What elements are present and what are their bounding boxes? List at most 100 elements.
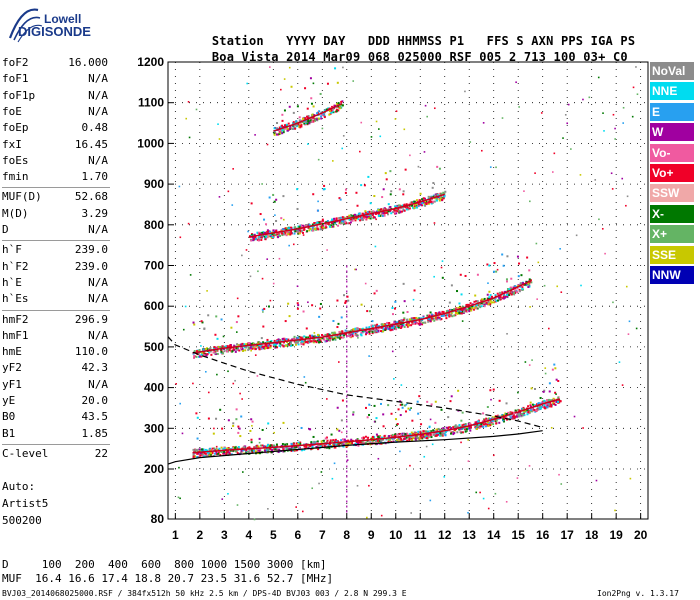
param-name: hmF1 [2,328,29,342]
echo-point [388,322,391,325]
echo-point [284,443,287,446]
echo-point [257,342,260,345]
noise-point [261,277,264,280]
echo-point [334,334,337,337]
version-label: Ion2Png v. 1.3.17 [597,589,679,598]
echo-point [436,165,439,168]
echo-point [328,113,331,116]
echo-point [427,318,430,321]
echo-point [344,329,347,332]
echo-point [338,217,341,220]
echo-point [320,440,323,443]
echo-point [397,326,400,329]
echo-point [466,426,469,429]
echo-point [311,335,314,338]
echo-point [225,350,228,353]
echo-point [520,415,523,418]
echo-point [445,426,448,429]
echo-point [430,436,433,439]
echo-point [352,413,355,416]
noise-point [441,260,444,262]
noise-point [612,113,615,116]
echo-point [512,414,515,417]
noise-point [227,493,229,495]
echo-point [530,408,533,411]
echo-point [262,325,265,328]
echo-point [257,239,260,242]
echo-point [360,216,363,219]
echo-point [295,229,298,232]
echo-point [292,124,295,127]
echo-point [304,117,307,120]
echo-point [288,343,291,346]
echo-point [349,442,352,445]
echo-point [393,321,396,324]
echo-point [203,327,206,330]
param-row: h`F 239.0 [2,243,108,259]
echo-point [234,350,237,353]
noise-point [245,249,248,251]
echo-point [317,209,320,212]
echo-point [318,341,321,344]
echo-point [196,416,199,419]
echo-point [354,218,357,221]
echo-point [310,118,313,121]
echo-point [359,333,362,336]
noise-point [303,376,306,378]
echo-point [509,292,512,295]
echo-point [380,439,383,442]
echo-point [264,344,267,347]
echo-point [204,348,207,351]
echo-point [204,448,207,451]
echo-point [535,409,538,412]
echo-point [335,440,338,443]
echo-point [247,346,250,349]
noise-point [629,477,632,480]
echo-point [482,422,485,425]
header-label: S [516,34,524,48]
echo-point [264,238,267,241]
echo-point [376,330,379,333]
echo-point [327,336,330,339]
echo-point [427,314,430,317]
noise-point [423,455,426,458]
echo-point [448,315,451,318]
echo-point [373,329,376,332]
echo-point [386,321,389,324]
echo-point [395,205,398,208]
echo-point [383,207,386,210]
echo-point [436,316,439,319]
echo-point [316,440,319,443]
echo-point [312,340,315,343]
echo-point [228,448,231,451]
echo-point [273,448,276,451]
legend-item: W [650,123,694,142]
echo-point [196,452,199,455]
noise-point [333,462,336,465]
echo-point [557,396,560,399]
echo-point [243,346,246,349]
echo-point [281,126,284,129]
echo-point [432,194,435,197]
noise-point [239,392,241,395]
echo-point [393,209,396,212]
echo-point [217,452,220,455]
param-name: hmE [2,345,22,359]
noise-point [449,449,452,451]
echo-point [325,108,328,111]
echo-point [507,411,510,414]
y-tick-label: 500 [144,340,164,354]
param-value: 239.0 [74,259,108,273]
echo-point [321,333,324,336]
param-name: foEp [2,121,29,135]
noise-point [482,122,485,124]
noise-point [495,166,497,169]
echo-point [323,188,326,191]
echo-point [514,409,517,412]
echo-point [269,447,272,450]
echo-point [320,444,323,447]
echo-point [398,321,401,324]
echo-point [364,435,367,438]
echo-point [264,445,267,448]
noise-point [178,185,181,188]
